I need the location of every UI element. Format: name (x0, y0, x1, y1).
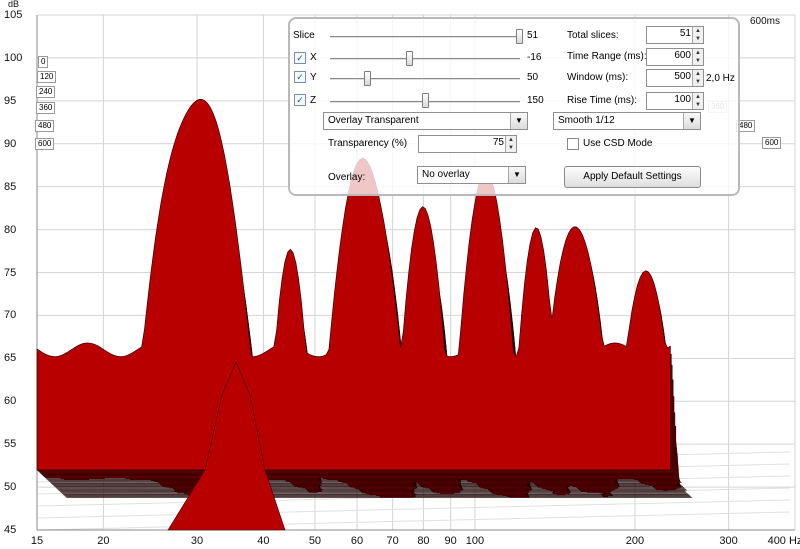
overlay-mode-select[interactable]: Overlay Transparent ▼ (323, 112, 528, 130)
window-value: 500 (674, 71, 691, 82)
spinner-arrows-icon[interactable]: ▲ ▼ (692, 93, 703, 109)
spinner-arrows-icon[interactable]: ▲ ▼ (692, 70, 703, 86)
chevron-down-icon[interactable]: ▼ (510, 113, 527, 129)
slice-slider-thumb[interactable] (516, 29, 523, 44)
x-tick-label: 50 (308, 535, 322, 547)
time-label-360: 360 (36, 102, 56, 114)
chevron-down-icon[interactable]: ▼ (508, 167, 525, 183)
slice-value: 51 (527, 30, 539, 41)
transparency-value: 75 (492, 137, 504, 148)
total-slices-input[interactable]: 51 ▲ ▼ (646, 26, 704, 44)
smoothing-select[interactable]: Smooth 1/12 ▼ (553, 112, 701, 130)
overlay-value: No overlay (422, 169, 470, 180)
y-slider-thumb[interactable] (364, 71, 371, 86)
x-tick-label: 15 (30, 535, 44, 547)
spinner-arrows-icon[interactable]: ▲ ▼ (692, 27, 703, 43)
window-input[interactable]: 500 ▲ ▼ (646, 69, 704, 87)
slice-label: Slice (293, 30, 315, 41)
time-label-600: 600 (35, 138, 55, 150)
y-tick-label: 45 (4, 524, 17, 536)
z-slider-thumb[interactable] (422, 93, 429, 108)
x-tick-label: 400 Hz (767, 535, 800, 547)
total-slices-value: 51 (679, 28, 691, 39)
x-tick-label: 20 (97, 535, 110, 547)
transparency-input[interactable]: 75 ▲ ▼ (418, 135, 517, 153)
floor-line (36, 511, 791, 531)
x-checkbox[interactable]: ✓ (294, 52, 306, 64)
apply-default-settings-button[interactable]: Apply Default Settings (564, 166, 701, 188)
time-top-right-label: 600ms (750, 16, 781, 27)
y-tick-label: 90 (4, 137, 17, 150)
time-range-value: 600 (674, 50, 691, 61)
y-tick-label: 105 (4, 9, 23, 21)
total-slices-label: Total slices: (567, 30, 619, 41)
x-value: -16 (527, 52, 542, 63)
y-unit-label: dB (8, 0, 20, 9)
y-checkbox[interactable]: ✓ (294, 71, 306, 83)
y-tick-label: 60 (4, 395, 17, 408)
y-tick-label: 80 (4, 223, 17, 236)
chevron-down-icon[interactable]: ▼ (683, 113, 700, 129)
z-checkbox[interactable]: ✓ (294, 94, 306, 106)
x-tick-label: 60 (350, 535, 364, 547)
rise-time-label: Rise Time (ms): (567, 95, 637, 106)
waterfall-front-spike (167, 361, 286, 531)
y-tick-label: 85 (4, 180, 17, 193)
use-csd-checkbox[interactable] (567, 138, 579, 150)
x-tick-label: 80 (417, 535, 430, 547)
x-tick-label: 30 (190, 535, 204, 547)
y-tick-label: 55 (4, 438, 17, 451)
time-label-0: 0 (38, 56, 49, 68)
waterfall-controls-panel: Slice 51 ✓ X -16 ✓ Y 50 ✓ Z 150 Overlay … (288, 17, 740, 196)
overlay-label: Overlay: (328, 172, 366, 183)
x-tick-label: 300 (719, 535, 738, 547)
x-tick-label: 40 (257, 535, 270, 547)
use-csd-label: Use CSD Mode (583, 138, 653, 149)
time-range-input[interactable]: 600 ▲ ▼ (646, 48, 704, 66)
window-label: Window (ms): (567, 72, 629, 83)
x-tick-label: 70 (386, 535, 399, 547)
y-tick-label: 95 (4, 94, 17, 107)
spinner-arrows-icon[interactable]: ▲ ▼ (692, 49, 703, 65)
y-label: Y (310, 72, 317, 83)
rise-time-input[interactable]: 100 ▲ ▼ (646, 92, 704, 110)
window-hz: 2,0 Hz (706, 73, 735, 84)
transparency-label: Transparency (%) (328, 138, 408, 149)
rise-time-value: 100 (674, 94, 691, 105)
time-label-480: 480 (35, 120, 55, 132)
time-range-label: Time Range (ms): (567, 51, 647, 62)
time-label-120: 120 (37, 71, 57, 83)
x-label: X (310, 52, 317, 63)
x-slider[interactable] (330, 58, 520, 60)
time-right-600: 600 (762, 137, 782, 149)
z-label: Z (310, 95, 317, 106)
x-slider-thumb[interactable] (406, 51, 413, 66)
x-tick-label: 90 (444, 535, 457, 547)
x-tick-label: 100 (465, 535, 485, 547)
waterfall-slices (36, 98, 693, 531)
z-value: 150 (527, 95, 544, 106)
y-tick-label: 50 (4, 481, 17, 494)
y-tick-label: 70 (4, 309, 17, 322)
spinner-arrows-icon[interactable]: ▲ ▼ (505, 136, 516, 152)
y-tick-label: 65 (4, 352, 17, 365)
time-label-240: 240 (36, 86, 56, 98)
smoothing-value: Smooth 1/12 (558, 115, 615, 126)
overlay-mode-value: Overlay Transparent (328, 115, 419, 126)
x-tick-label: 200 (625, 535, 645, 547)
floor-line (36, 499, 791, 519)
slice-slider[interactable] (330, 36, 520, 38)
y-value: 50 (527, 72, 539, 83)
y-tick-label: 100 (4, 51, 23, 64)
y-tick-label: 75 (4, 266, 17, 279)
overlay-select[interactable]: No overlay ▼ (417, 166, 526, 184)
y-slider[interactable] (330, 78, 520, 80)
